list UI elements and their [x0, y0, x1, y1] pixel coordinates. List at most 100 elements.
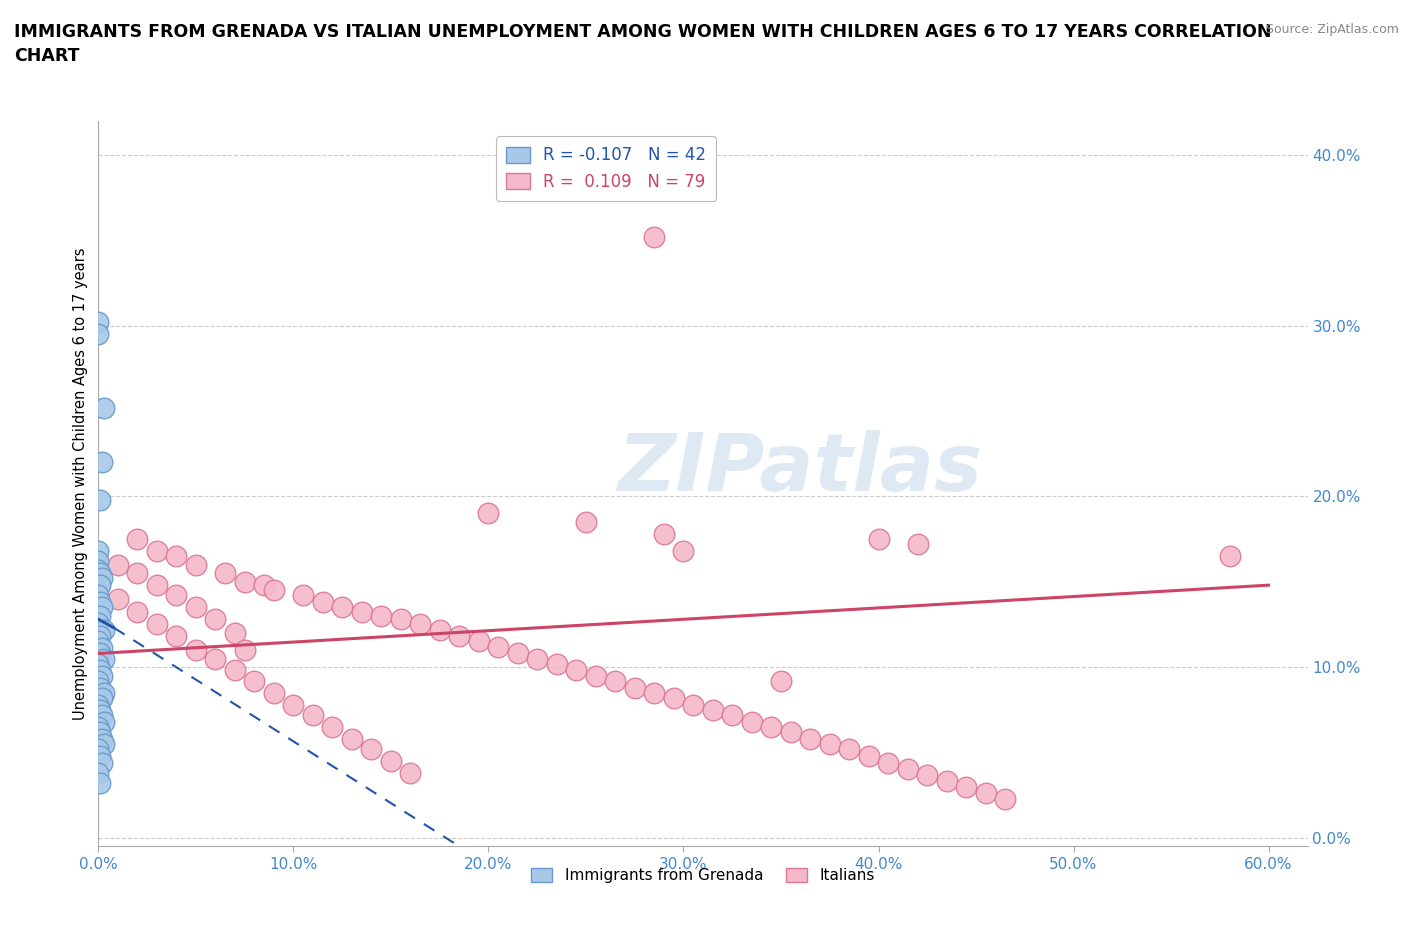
- Point: [87, 673, 110, 688]
- Point: [233, 575, 256, 590]
- Point: [575, 514, 598, 529]
- Point: [165, 588, 187, 603]
- Point: [91, 668, 114, 683]
- Point: [917, 767, 939, 782]
- Point: [243, 673, 266, 688]
- Point: [107, 591, 129, 606]
- Point: [89, 776, 111, 790]
- Point: [87, 554, 110, 569]
- Y-axis label: Unemployment Among Women with Children Ages 6 to 17 years: Unemployment Among Women with Children A…: [73, 247, 89, 720]
- Point: [350, 605, 373, 620]
- Point: [868, 532, 890, 547]
- Point: [91, 731, 114, 746]
- Point: [340, 731, 363, 746]
- Point: [204, 612, 226, 627]
- Text: ZIPatlas: ZIPatlas: [617, 430, 983, 508]
- Point: [263, 685, 285, 700]
- Point: [89, 629, 111, 644]
- Point: [858, 749, 880, 764]
- Point: [546, 657, 568, 671]
- Point: [799, 731, 821, 746]
- Point: [89, 608, 111, 623]
- Point: [974, 786, 997, 801]
- Point: [1219, 549, 1241, 564]
- Point: [565, 663, 588, 678]
- Point: [93, 400, 115, 415]
- Point: [321, 720, 343, 735]
- Point: [467, 634, 489, 649]
- Point: [312, 595, 335, 610]
- Point: [89, 646, 111, 661]
- Point: [93, 714, 115, 729]
- Point: [91, 571, 114, 586]
- Point: [253, 578, 276, 592]
- Point: [89, 578, 111, 592]
- Point: [486, 639, 509, 654]
- Point: [214, 565, 236, 580]
- Point: [526, 651, 548, 666]
- Point: [302, 708, 325, 723]
- Point: [360, 741, 382, 756]
- Point: [87, 616, 110, 631]
- Point: [204, 651, 226, 666]
- Point: [87, 563, 110, 578]
- Point: [89, 724, 111, 739]
- Point: [89, 680, 111, 695]
- Point: [429, 622, 451, 637]
- Point: [477, 506, 499, 521]
- Point: [224, 663, 246, 678]
- Legend: Immigrants from Grenada, Italians: Immigrants from Grenada, Italians: [524, 862, 882, 889]
- Point: [779, 724, 801, 739]
- Text: Source: ZipAtlas.com: Source: ZipAtlas.com: [1265, 23, 1399, 36]
- Point: [233, 643, 256, 658]
- Point: [449, 629, 471, 644]
- Point: [89, 702, 111, 717]
- Point: [741, 714, 763, 729]
- Text: IMMIGRANTS FROM GRENADA VS ITALIAN UNEMPLOYMENT AMONG WOMEN WITH CHILDREN AGES 6: IMMIGRANTS FROM GRENADA VS ITALIAN UNEMP…: [14, 23, 1271, 65]
- Point: [643, 230, 665, 245]
- Point: [89, 595, 111, 610]
- Point: [643, 685, 665, 700]
- Point: [506, 646, 529, 661]
- Point: [907, 537, 929, 551]
- Point: [370, 608, 392, 623]
- Point: [93, 737, 115, 751]
- Point: [623, 680, 645, 695]
- Point: [91, 455, 114, 470]
- Point: [818, 737, 841, 751]
- Point: [399, 765, 422, 780]
- Point: [91, 690, 114, 705]
- Point: [93, 651, 115, 666]
- Point: [165, 549, 187, 564]
- Point: [994, 791, 1017, 806]
- Point: [87, 765, 110, 780]
- Point: [935, 774, 957, 789]
- Point: [672, 543, 695, 558]
- Point: [87, 698, 110, 712]
- Point: [721, 708, 744, 723]
- Point: [91, 641, 114, 656]
- Point: [91, 600, 114, 615]
- Point: [91, 708, 114, 723]
- Point: [165, 629, 187, 644]
- Point: [662, 690, 685, 705]
- Point: [330, 600, 353, 615]
- Point: [87, 634, 110, 649]
- Point: [409, 617, 432, 631]
- Point: [127, 565, 149, 580]
- Point: [702, 702, 724, 717]
- Point: [283, 698, 305, 712]
- Point: [87, 741, 110, 756]
- Point: [127, 532, 149, 547]
- Point: [87, 657, 110, 671]
- Point: [146, 617, 169, 631]
- Point: [93, 685, 115, 700]
- Point: [127, 605, 149, 620]
- Point: [877, 755, 900, 770]
- Point: [184, 643, 207, 658]
- Point: [87, 326, 110, 341]
- Point: [89, 663, 111, 678]
- Point: [605, 673, 627, 688]
- Point: [89, 565, 111, 580]
- Point: [89, 749, 111, 764]
